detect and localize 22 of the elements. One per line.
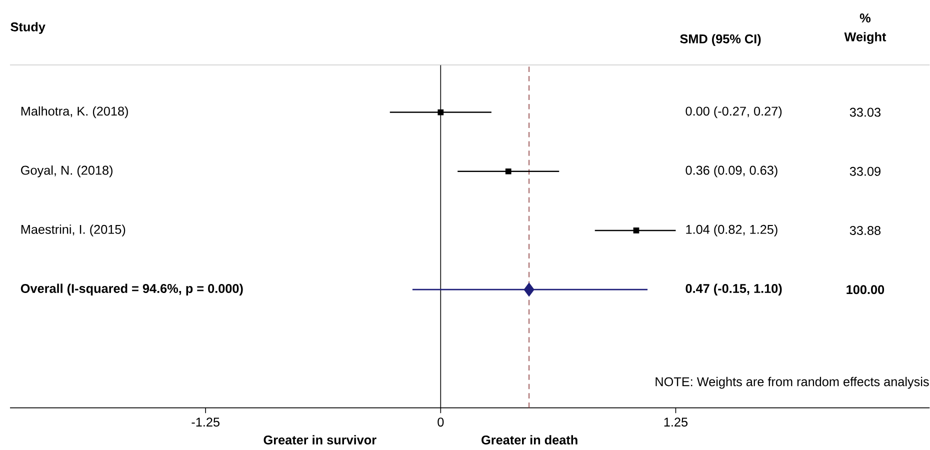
annotation: 1.04 (0.82, 1.25) bbox=[686, 224, 778, 236]
annotation: 33.03 bbox=[850, 108, 880, 117]
text: SMD (95% CI) bbox=[680, 34, 761, 46]
x-tick-label: -1.25 bbox=[192, 418, 220, 427]
x-tick-label: 0 bbox=[438, 418, 444, 427]
y-tick-label: Maestrini, I. (2015) bbox=[21, 224, 126, 236]
text: % bbox=[860, 14, 871, 23]
x-tick-label: 1.25 bbox=[664, 418, 688, 427]
y-tick-label: Overall (I-squared = 94.6%, p = 0.000) bbox=[20, 284, 243, 296]
text: Greater in survivor bbox=[264, 435, 376, 445]
text: Weight bbox=[844, 32, 886, 44]
annotation: 0.00 (-0.27, 0.27) bbox=[686, 106, 782, 118]
annotation: 0.36 (0.09, 0.63) bbox=[686, 166, 778, 178]
text: NOTE: Weights are from random effects analysis bbox=[656, 377, 929, 389]
y-tick-label: Goyal, N. (2018) bbox=[21, 166, 112, 178]
annotation: 33.88 bbox=[850, 226, 881, 236]
text: Study bbox=[10, 22, 46, 34]
annotation: 33.09 bbox=[850, 166, 880, 176]
annotation: 0.47 (-0.15, 1.10) bbox=[686, 284, 782, 296]
annotation: 100.00 bbox=[846, 285, 884, 294]
y-tick-label: Malhotra, K. (2018) bbox=[21, 106, 128, 118]
text: Greater in death bbox=[482, 435, 578, 445]
